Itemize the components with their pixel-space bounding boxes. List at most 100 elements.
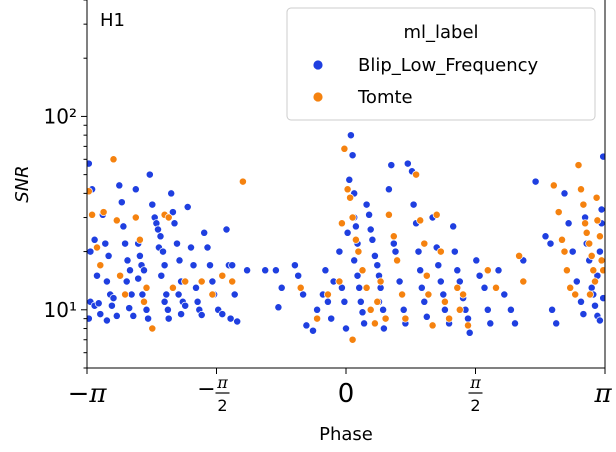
svg-text:0: 0 — [338, 379, 355, 409]
data-point-tomte-58 — [455, 305, 464, 314]
data-point-blip-low-frequency-100 — [340, 297, 349, 306]
data-point-tomte-29 — [343, 185, 352, 194]
data-point-blip-low-frequency-68 — [197, 311, 206, 319]
x-tick-label-1: − π 2 — [197, 373, 230, 415]
legend-title: ml_label — [403, 22, 478, 43]
data-point-blip-low-frequency-91 — [309, 326, 317, 335]
data-point-tomte-64 — [519, 277, 528, 286]
data-point-blip-low-frequency-114 — [358, 308, 367, 317]
data-point-blip-low-frequency-22 — [121, 239, 130, 248]
data-point-blip-low-frequency-118 — [366, 225, 375, 234]
data-point-blip-low-frequency-166 — [494, 266, 503, 275]
data-point-tomte-86 — [586, 290, 594, 299]
data-point-blip-low-frequency-11 — [101, 239, 110, 248]
data-point-tomte-10 — [135, 235, 144, 244]
data-point-blip-low-frequency-108 — [351, 222, 360, 231]
svg-text:2: 2 — [217, 396, 227, 415]
data-point-blip-low-frequency-34 — [138, 290, 147, 299]
data-point-blip-low-frequency-131 — [391, 247, 400, 256]
data-point-blip-low-frequency-125 — [379, 305, 388, 314]
data-point-blip-low-frequency-76 — [222, 225, 231, 234]
data-point-tomte-25 — [323, 290, 332, 299]
data-point-blip-low-frequency-148 — [434, 261, 443, 270]
data-point-blip-low-frequency-98 — [335, 247, 344, 256]
data-point-blip-low-frequency-144 — [420, 297, 429, 306]
data-point-blip-low-frequency-102 — [343, 228, 352, 237]
y-tick-label-0: 10¹ — [44, 298, 77, 322]
data-point-blip-low-frequency-7 — [96, 310, 105, 319]
data-point-blip-low-frequency-18 — [102, 316, 111, 325]
data-point-tomte-78 — [587, 251, 596, 260]
data-point-tomte-7 — [116, 271, 125, 280]
data-point-tomte-19 — [208, 290, 217, 299]
data-point-tomte-37 — [370, 319, 379, 328]
data-point-tomte-55 — [440, 297, 449, 306]
data-point-blip-low-frequency-28 — [129, 311, 138, 320]
data-point-blip-low-frequency-31 — [135, 251, 144, 260]
data-point-blip-low-frequency-63 — [187, 243, 195, 252]
data-point-tomte-68 — [560, 247, 569, 256]
data-point-blip-low-frequency-75 — [218, 310, 227, 319]
data-point-blip-low-frequency-176 — [560, 189, 569, 198]
data-point-blip-low-frequency-54 — [170, 219, 179, 228]
data-point-blip-low-frequency-51 — [164, 314, 173, 323]
data-point-blip-low-frequency-2 — [90, 235, 99, 244]
data-point-tomte-21 — [228, 277, 237, 286]
data-point-tomte-0 — [87, 187, 93, 196]
data-point-blip-low-frequency-64 — [189, 261, 198, 270]
data-point-blip-low-frequency-79 — [226, 314, 235, 323]
data-point-tomte-3 — [96, 261, 105, 270]
data-point-blip-low-frequency-12 — [104, 251, 113, 260]
x-axis-title: Phase — [319, 424, 373, 445]
data-point-blip-low-frequency-56 — [175, 256, 184, 265]
data-point-tomte-12 — [142, 283, 151, 292]
data-point-tomte-2 — [93, 243, 101, 252]
data-point-tomte-70 — [566, 283, 575, 292]
data-point-blip-low-frequency-94 — [321, 266, 330, 275]
data-point-blip-low-frequency-29 — [131, 185, 140, 194]
data-point-blip-low-frequency-78 — [228, 261, 237, 270]
data-point-tomte-56 — [445, 314, 454, 323]
data-point-tomte-44 — [398, 290, 407, 299]
data-point-blip-low-frequency-150 — [439, 290, 448, 299]
data-point-tomte-27 — [337, 219, 346, 228]
data-point-tomte-42 — [389, 232, 398, 241]
data-point-tomte-85 — [592, 193, 601, 202]
data-point-tomte-66 — [554, 208, 563, 217]
data-point-blip-low-frequency-43 — [156, 232, 165, 241]
data-point-blip-low-frequency-112 — [355, 283, 364, 292]
data-point-blip-low-frequency-65 — [192, 283, 200, 292]
data-point-blip-low-frequency-187 — [591, 301, 599, 310]
data-point-blip-low-frequency-117 — [365, 210, 374, 219]
data-point-tomte-26 — [335, 277, 344, 286]
data-point-tomte-39 — [376, 277, 385, 286]
data-point-blip-low-frequency-180 — [577, 297, 585, 306]
data-point-tomte-49 — [420, 239, 429, 248]
x-tick-label-2: 0 — [338, 379, 355, 409]
x-tick-label-4: π — [593, 379, 612, 409]
data-point-tomte-47 — [412, 170, 421, 179]
data-point-blip-low-frequency-61 — [177, 310, 186, 319]
data-point-tomte-79 — [589, 266, 598, 275]
data-point-tomte-4 — [99, 208, 108, 217]
data-point-tomte-51 — [424, 290, 433, 299]
data-point-blip-low-frequency-3 — [87, 247, 95, 256]
data-point-blip-low-frequency-24 — [126, 266, 134, 275]
data-point-tomte-73 — [577, 185, 585, 194]
data-point-tomte-20 — [218, 271, 227, 280]
data-point-blip-low-frequency-62 — [183, 203, 192, 211]
data-point-tomte-17 — [181, 277, 190, 286]
data-point-tomte-41 — [384, 210, 393, 219]
x-tick-label-3: π2 — [468, 373, 483, 415]
data-point-blip-low-frequency-135 — [399, 305, 408, 314]
data-point-blip-low-frequency-130 — [389, 239, 398, 248]
data-point-tomte-16 — [168, 283, 177, 292]
data-point-blip-low-frequency-103 — [345, 175, 354, 184]
data-point-tomte-76 — [582, 228, 591, 237]
data-point-tomte-36 — [366, 305, 375, 314]
data-point-blip-low-frequency-55 — [173, 239, 181, 248]
legend-marker-tomte — [312, 91, 324, 103]
data-point-tomte-62 — [492, 283, 500, 292]
data-point-blip-low-frequency-52 — [167, 189, 176, 198]
data-point-tomte-46 — [348, 335, 357, 344]
